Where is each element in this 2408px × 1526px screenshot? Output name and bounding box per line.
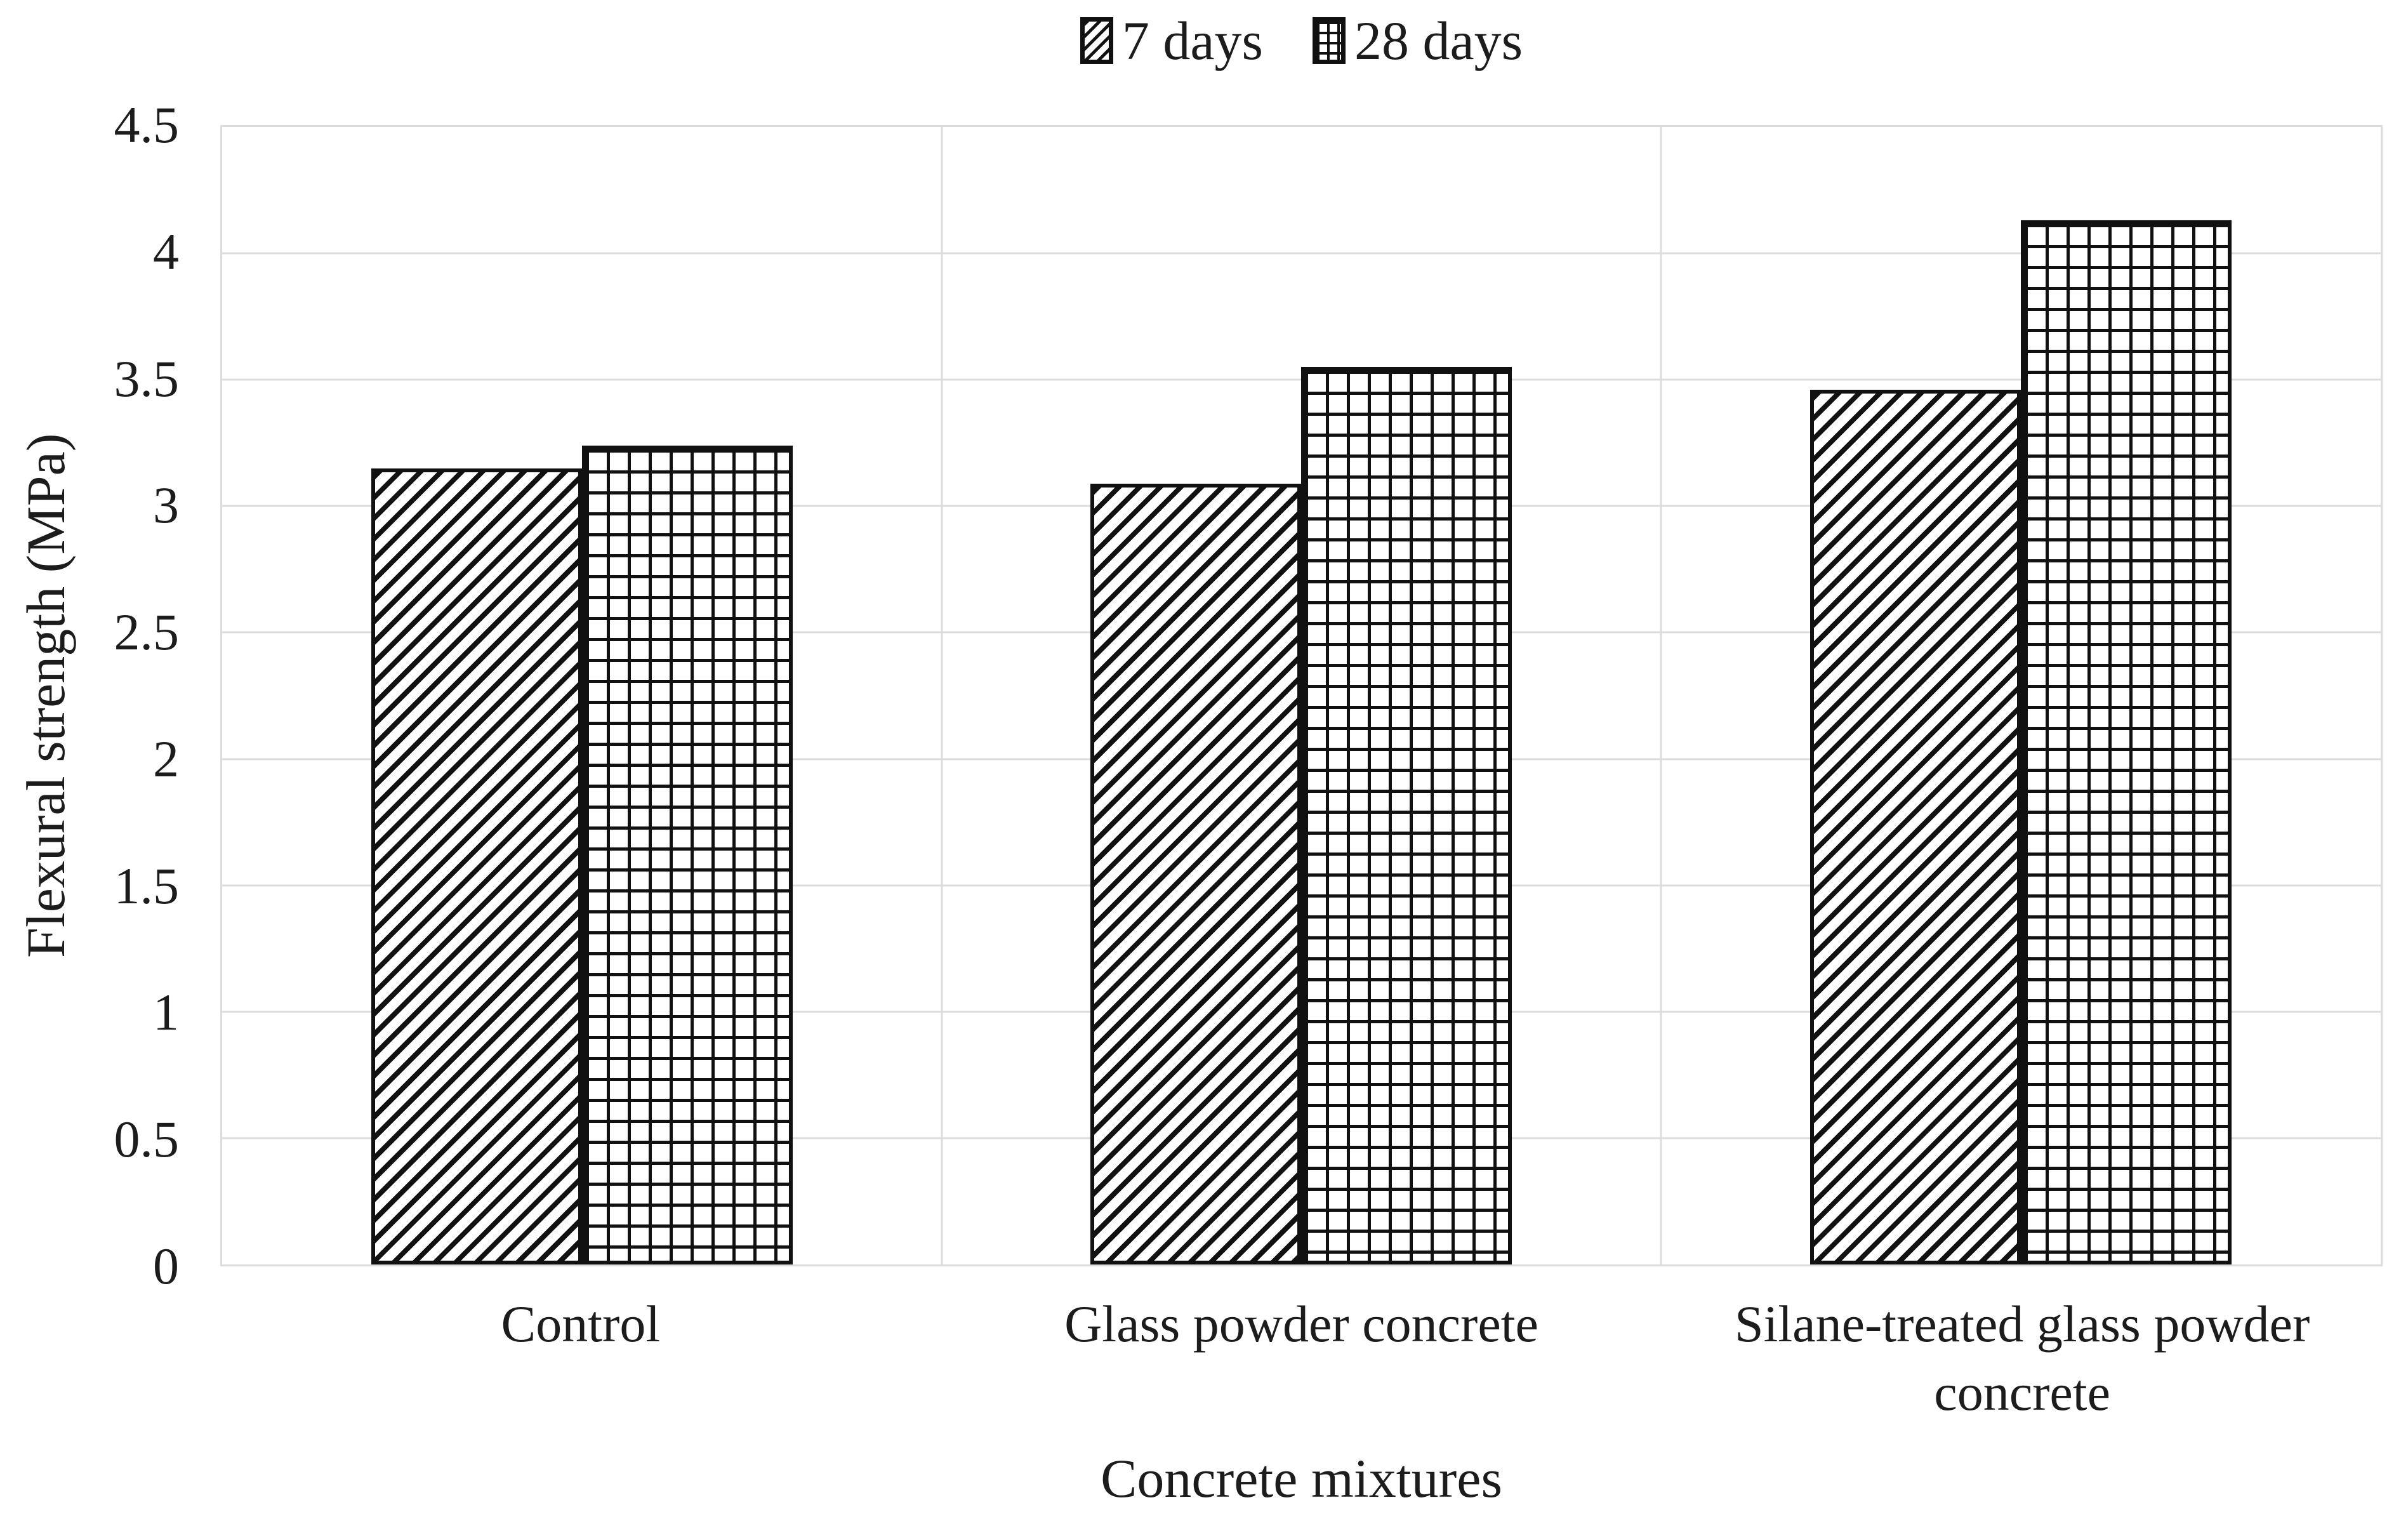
- legend-item-28-days: 28 days: [1313, 13, 1523, 68]
- x-category-label-glass-powder-concrete: Glass powder concrete: [941, 1290, 1662, 1427]
- bar-7-days-control: [371, 468, 582, 1264]
- bar-group-control: [222, 127, 942, 1264]
- legend-label-7-days: 7 days: [1121, 10, 1263, 71]
- bar-28-days-glass-powder-concrete: [1301, 367, 1512, 1264]
- legend-marker-28-days-grid-icon: [1313, 17, 1346, 64]
- bar-28-days-control: [581, 445, 793, 1264]
- bar-7-days-silane-treated-glass-powder-concrete: [1810, 390, 2021, 1264]
- bar-group-silane-treated-glass-powder-concrete: [1661, 127, 2381, 1264]
- bar-7-days-glass-powder-concrete: [1090, 483, 1302, 1264]
- y-tick-label-4-5: 4.5: [114, 96, 180, 154]
- legend-label-28-days: 28 days: [1354, 10, 1523, 71]
- gridline-y-4: [222, 252, 2381, 255]
- legend-item-7-days: 7 days: [1080, 13, 1263, 68]
- x-category-label-text: Silane-treated glass powder concrete: [1735, 1295, 2310, 1422]
- x-axis-title: Concrete mixtures: [1101, 1448, 1502, 1509]
- y-tick-label-4: 4: [153, 222, 179, 281]
- y-tick-label-0-5: 0.5: [114, 1110, 180, 1169]
- legend: 7 days 28 days: [220, 9, 2383, 72]
- y-tick-label-3: 3: [153, 476, 179, 534]
- legend-marker-7-days-hatch-icon: [1080, 17, 1113, 64]
- bar-28-days-silane-treated-glass-powder-concrete: [2021, 220, 2232, 1264]
- y-tick-label-1-5: 1.5: [114, 856, 180, 915]
- y-tick-label-0: 0: [153, 1237, 179, 1295]
- plot-area: [220, 125, 2383, 1266]
- y-tick-label-2: 2: [153, 729, 179, 788]
- x-category-label-silane-treated-glass-powder-concrete: Silane-treated glass powder concrete: [1662, 1290, 2383, 1427]
- y-axis-title: Flexural strength (MPa): [15, 433, 76, 959]
- x-axis-category-labels: Control Glass powder concrete Silane-treat…: [220, 1290, 2383, 1427]
- y-tick-label-2-5: 2.5: [114, 603, 180, 661]
- x-category-label-control: Control: [220, 1290, 941, 1427]
- y-tick-label-1: 1: [153, 983, 179, 1042]
- x-category-label-text: Control: [501, 1295, 661, 1353]
- category-separator-gridline: [941, 127, 943, 1264]
- y-tick-label-3-5: 3.5: [114, 349, 180, 408]
- bar-group-glass-powder-concrete: [942, 127, 1662, 1264]
- category-separator-gridline: [1660, 127, 1662, 1264]
- x-category-label-text: Glass powder concrete: [1064, 1295, 1538, 1353]
